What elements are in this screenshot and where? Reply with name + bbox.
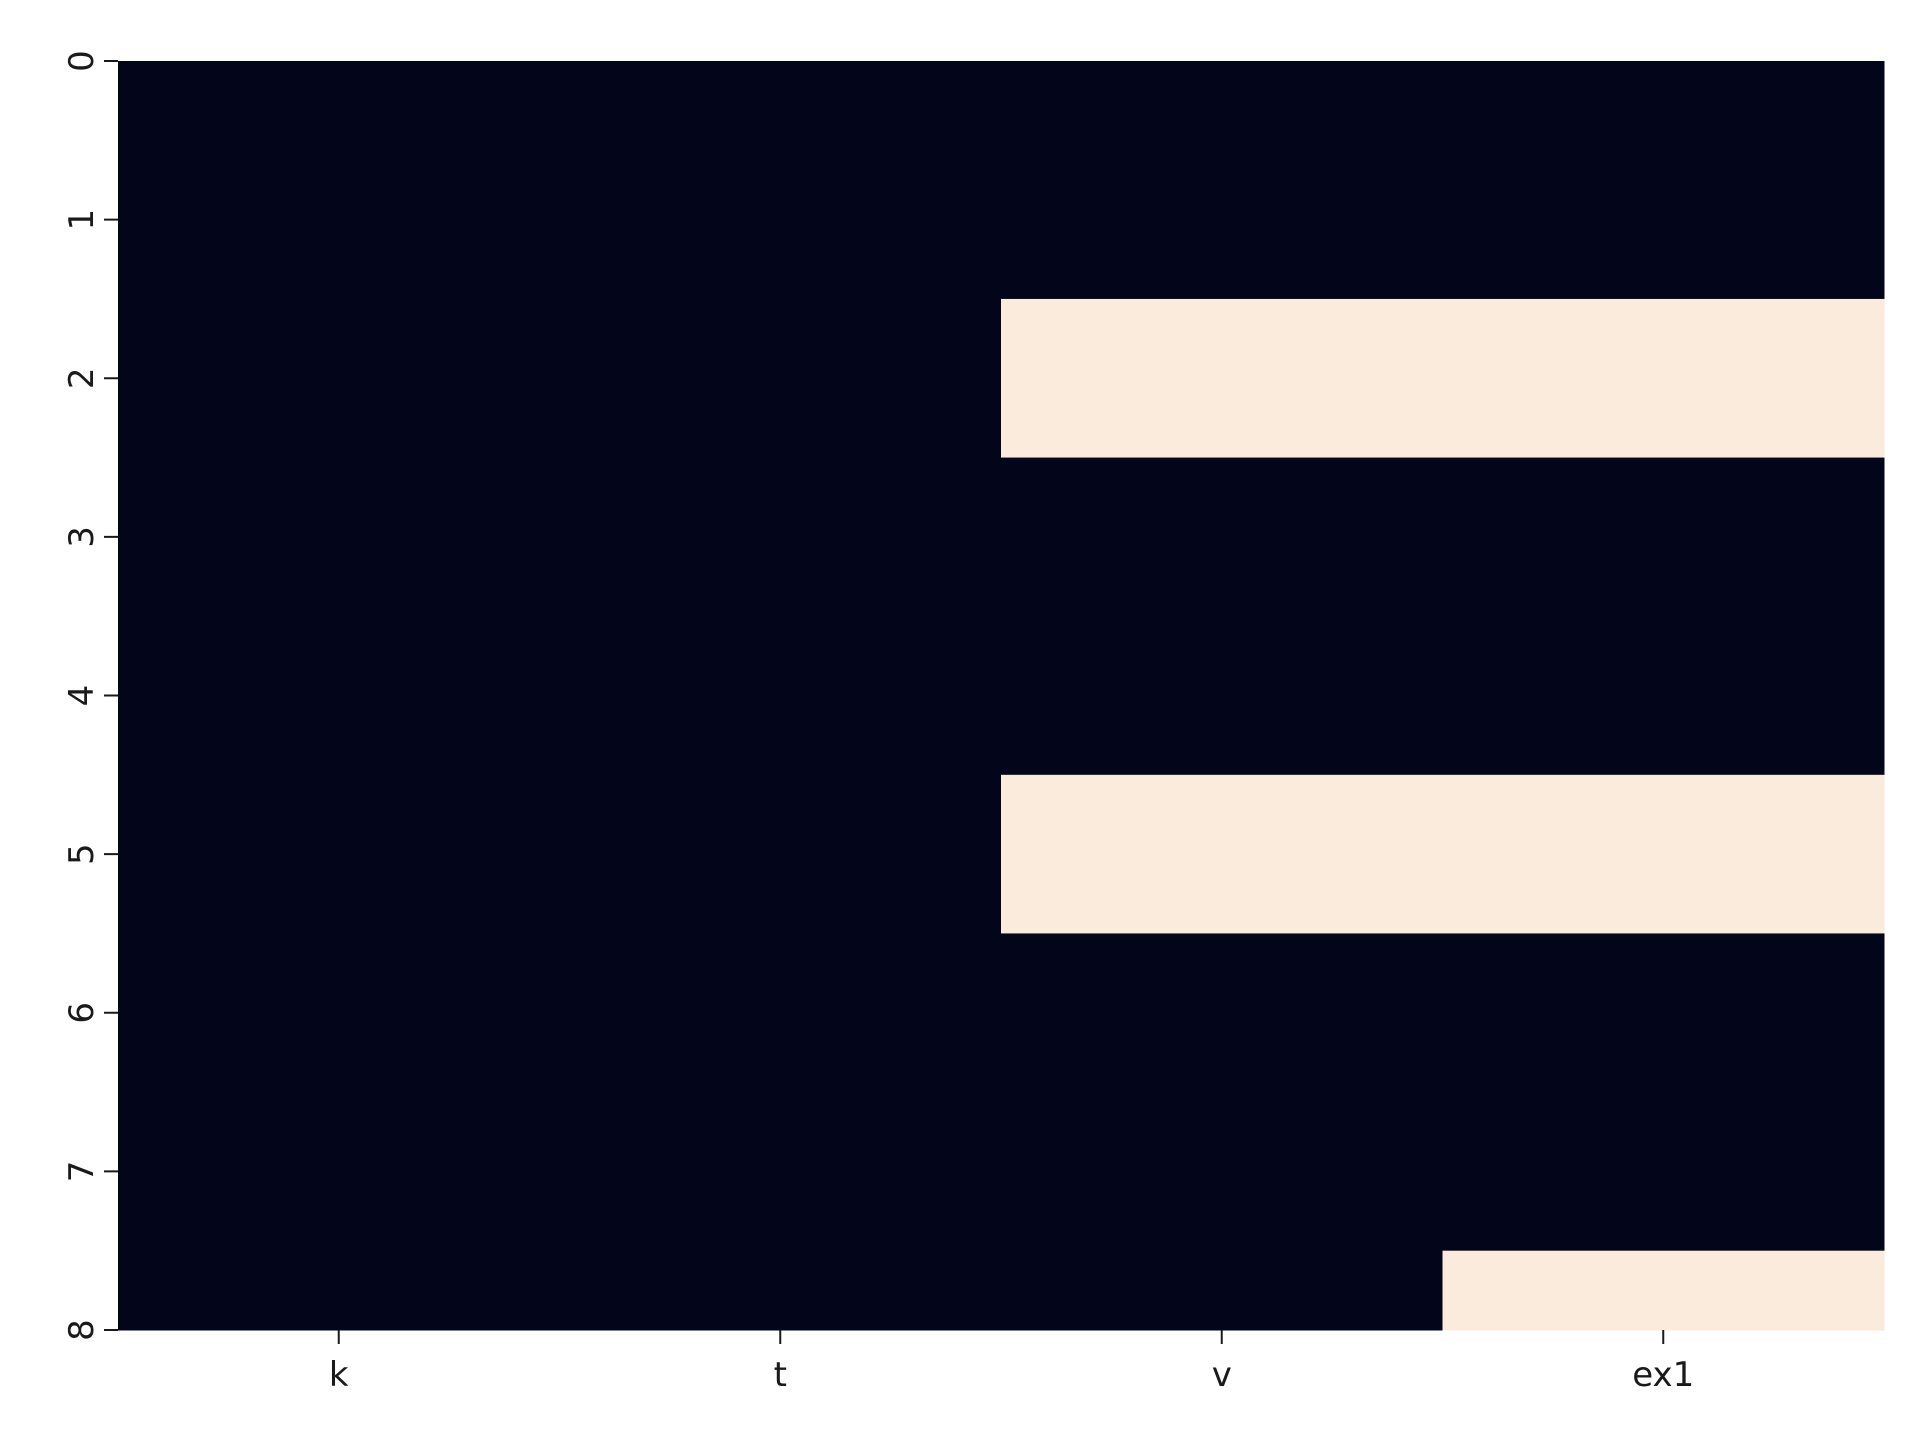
heatmap-cell [1001,774,1885,934]
heatmap-axes: 0 1 2 3 4 5 6 7 8 k t v ex1 [62,50,1694,1395]
heatmap-cell [118,457,1885,776]
heatmap-cell [118,298,1002,459]
y-tick-label: 5 [62,843,102,865]
y-tick-label: 2 [62,367,102,389]
x-tick-label: v [1212,1355,1232,1395]
heatmap-cells [118,61,1885,1331]
x-tick-label: ex1 [1632,1355,1694,1395]
y-tick-label: 4 [62,685,102,707]
heatmap-cell [1001,298,1885,459]
heatmap-cell [118,933,1885,1252]
y-tick-label: 8 [62,1319,102,1341]
x-tick-label: k [329,1355,349,1395]
y-tick-label: 3 [62,526,102,548]
heatmap-cell [118,61,1885,300]
x-tick-label: t [774,1355,787,1395]
heatmap-cell [118,774,1002,934]
y-tick-label: 7 [62,1161,102,1183]
y-tick-label: 6 [62,1002,102,1024]
heatmap-cell [1442,1250,1885,1331]
heatmap-cell [118,1250,1443,1331]
y-tick-label: 1 [62,209,102,231]
y-tick-label: 0 [62,50,102,72]
